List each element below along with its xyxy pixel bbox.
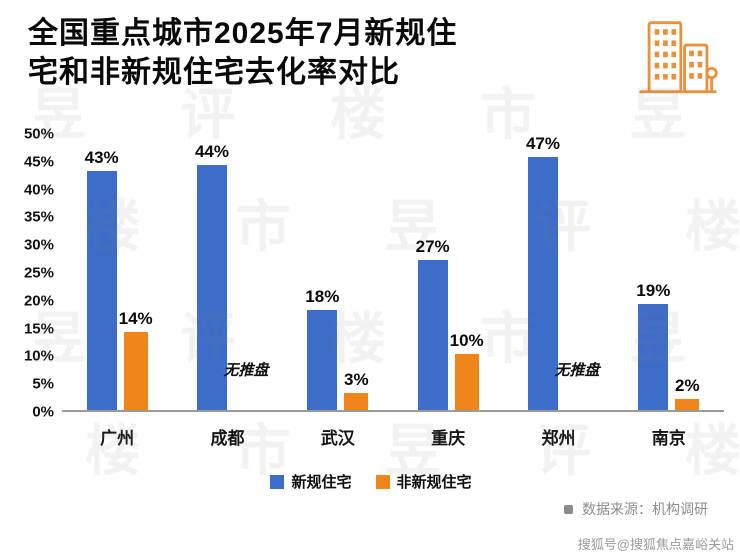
bar-primary	[527, 157, 558, 410]
data-source-row: 数据来源：机构调研	[564, 499, 708, 519]
y-axis-tick: 50%	[23, 125, 54, 143]
primary-bar-slot: 47%	[525, 134, 560, 410]
legend-item: 新规住宅	[270, 471, 352, 492]
y-axis-tick: 20%	[23, 292, 54, 310]
bar-group: 47% 无推盘	[503, 134, 613, 410]
bar-value-label: 14%	[118, 309, 153, 329]
y-axis-tick: 40%	[23, 181, 54, 199]
no-launch-label: 无推盘	[554, 362, 600, 379]
bar-group: 18% 3%	[283, 134, 393, 410]
y-axis-tick: 35%	[23, 208, 54, 226]
bar-secondary	[454, 354, 479, 410]
publisher-byline: 搜狐号@搜狐焦点嘉峪关站	[577, 537, 734, 552]
chart-body: 50% 45% 40% 35% 30% 25% 20% 15% 10% 5% 0% 43% 14% 44…	[8, 126, 734, 421]
bar-primary	[196, 165, 227, 410]
bar-group: 44% 无推盘	[172, 134, 282, 410]
plot-area: 43% 14% 44% 无推盘 18% 3% 27% 10% 47% 无推盘 19% 2%	[62, 134, 724, 412]
legend-item: 非新规住宅	[375, 471, 472, 492]
buildings-icon	[639, 21, 718, 94]
y-axis-tick: 10%	[23, 347, 54, 365]
secondary-bar-slot: 14%	[119, 134, 153, 410]
bar-secondary	[675, 398, 700, 410]
legend: 新规住宅 非新规住宅	[8, 471, 734, 492]
bar-value-label: 43%	[84, 147, 119, 167]
x-axis-label: 南京	[651, 429, 686, 448]
bar-group: 43% 14%	[62, 134, 172, 410]
bar-value-label: 10%	[449, 331, 484, 351]
y-axis-tick: 25%	[23, 264, 54, 282]
bar-value-label: 3%	[344, 370, 369, 390]
bar-value-label: 47%	[525, 134, 560, 153]
page-title-line2: 宅和非新规住宅去化率对比	[28, 56, 400, 89]
y-axis: 50% 45% 40% 35% 30% 25% 20% 15% 10% 5% 0%	[8, 126, 62, 421]
y-axis-tick: 5%	[32, 375, 54, 393]
primary-bar-slot: 43%	[84, 134, 119, 410]
bar-value-label: 18%	[305, 286, 340, 306]
bar-value-label: 19%	[636, 281, 671, 301]
bar-value-label: 27%	[415, 236, 450, 256]
primary-bar-slot: 18%	[305, 134, 340, 410]
x-axis-label: 成都	[210, 429, 245, 448]
bar-secondary	[123, 332, 148, 410]
bar-group: 27% 10%	[393, 134, 503, 410]
source-bullet-icon	[564, 504, 573, 514]
secondary-bar-slot: 无推盘	[554, 134, 599, 410]
x-axis-label: 郑州	[541, 429, 576, 448]
bar-primary	[638, 304, 669, 410]
no-launch-label: 无推盘	[223, 362, 269, 379]
secondary-bar-slot: 2%	[675, 134, 700, 410]
bar-primary	[417, 259, 448, 410]
chart: 50% 45% 40% 35% 30% 25% 20% 15% 10% 5% 0% 43% 14% 44…	[0, 126, 740, 492]
legend-label: 非新规住宅	[396, 474, 472, 491]
bar-secondary	[344, 393, 369, 410]
bar-primary	[86, 170, 117, 410]
x-axis-label: 广州	[100, 429, 135, 448]
legend-swatch	[270, 474, 285, 489]
header: 全国重点城市2025年7月新规住 宅和非新规住宅去化率对比	[0, 0, 740, 104]
bar-group: 19% 2%	[614, 134, 724, 410]
bar-value-label: 2%	[675, 375, 700, 395]
secondary-bar-slot: 3%	[344, 134, 369, 410]
legend-swatch	[375, 474, 390, 489]
page-title-line1: 全国重点城市2025年7月新规住	[28, 17, 458, 50]
y-axis-tick: 30%	[23, 236, 54, 254]
data-source-label: 数据来源：机构调研	[582, 501, 708, 517]
x-axis: 广州 成都 武汉 重庆 郑州 南京	[62, 424, 724, 449]
secondary-bar-slot: 无推盘	[223, 134, 268, 410]
primary-bar-slot: 19%	[636, 134, 671, 410]
primary-bar-slot: 44%	[194, 134, 229, 410]
x-axis-label: 重庆	[431, 429, 466, 448]
y-axis-tick: 15%	[23, 320, 54, 338]
x-axis-label: 武汉	[320, 429, 355, 448]
y-axis-tick: 45%	[23, 153, 54, 171]
primary-bar-slot: 27%	[415, 134, 450, 410]
page-title: 全国重点城市2025年7月新规住 宅和非新规住宅去化率对比	[28, 14, 457, 92]
bar-primary	[307, 309, 338, 410]
secondary-bar-slot: 10%	[450, 134, 484, 410]
legend-label: 新规住宅	[291, 474, 352, 491]
bar-value-label: 44%	[194, 142, 229, 162]
y-axis-tick: 0%	[32, 403, 54, 421]
